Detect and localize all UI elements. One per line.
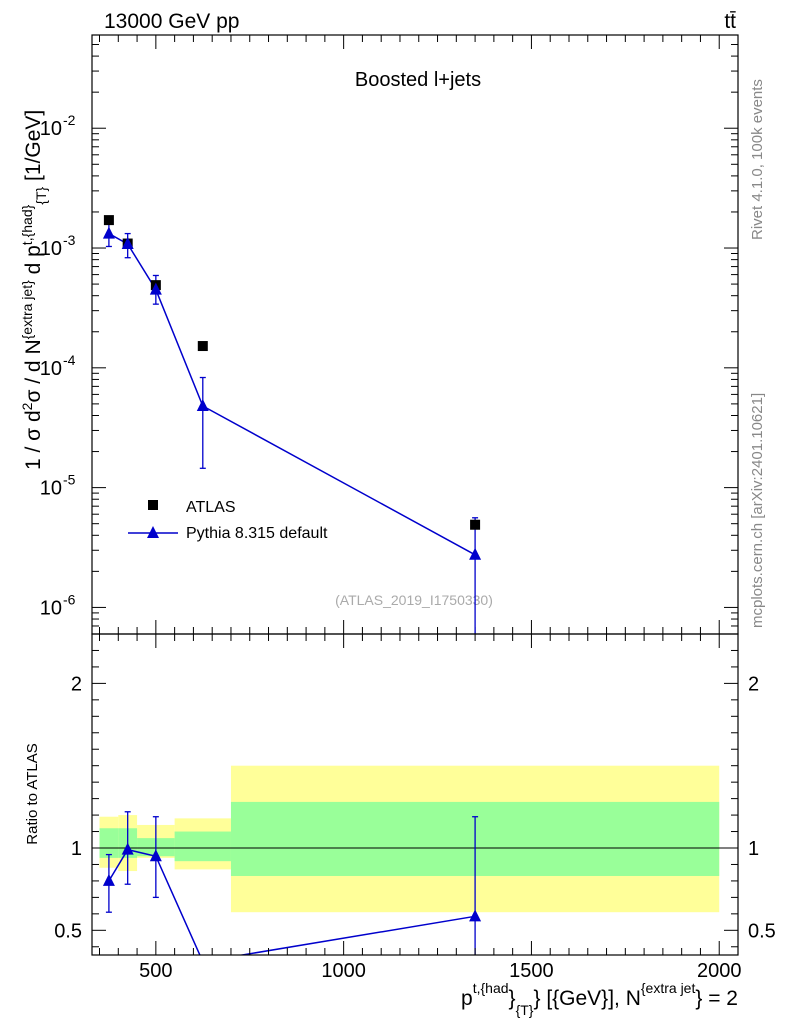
legend-atlas-marker xyxy=(148,500,158,510)
main-ytick-label: 10 xyxy=(40,478,62,500)
main-ytick-exponent: -2 xyxy=(63,112,76,128)
ratio-panel: 0.5 0.5 1 1 2 2 500 1000 1500 2000 xyxy=(54,633,776,982)
legend: ATLAS Pythia 8.315 default xyxy=(128,499,328,542)
xtick-label: 2000 xyxy=(697,960,742,982)
main-ytick-exponent: -5 xyxy=(63,472,76,488)
ratio-ytick-label-right: 2 xyxy=(748,673,759,695)
ratio-ytick-label-right: 1 xyxy=(748,838,759,860)
pythia-point xyxy=(196,399,209,412)
xtick-label: 1500 xyxy=(509,960,554,982)
atlas-point xyxy=(103,215,114,226)
atlas-point xyxy=(197,341,208,352)
ratio-point xyxy=(102,873,115,886)
legend-atlas-label: ATLAS xyxy=(186,499,236,516)
inner-band-3 xyxy=(174,831,231,862)
main-y-label: 1 / σ d2σ / d N{extra jet} d pt,{had}{T}… xyxy=(19,110,49,470)
ratio-point xyxy=(469,909,482,922)
ratio-point xyxy=(149,849,162,862)
process-label: tt̄ xyxy=(724,10,736,33)
pythia-point xyxy=(149,282,162,295)
plot-title: Boosted l+jets xyxy=(355,69,481,91)
inner-band-0 xyxy=(99,828,119,858)
analysis-id: (ATLAS_2019_I1750330) xyxy=(335,592,493,608)
ratio-ytick-label-right: 0.5 xyxy=(748,920,776,942)
ratio-ytick-label-left: 2 xyxy=(71,673,82,695)
main-ytick-exponent: -6 xyxy=(63,591,76,607)
energy-label: 13000 GeV pp xyxy=(104,10,239,33)
ratio-y-label: Ratio to ATLAS xyxy=(24,743,41,844)
pythia-point xyxy=(469,547,482,560)
main-ytick-label: 10 xyxy=(40,597,62,619)
uncertainty-bands xyxy=(99,765,720,913)
pythia-point xyxy=(102,226,115,239)
xtick-label: 500 xyxy=(139,960,172,982)
main-series xyxy=(102,215,482,634)
legend-pythia-label: Pythia 8.315 default xyxy=(186,525,328,542)
atlas-point xyxy=(470,519,481,530)
legend-pythia-marker xyxy=(147,526,159,538)
main-frame xyxy=(91,34,739,635)
rivet-label: Rivet 4.1.0, 100k events xyxy=(749,79,766,240)
x-axis-label: pt,{had}{T}} [{GeV}], N{extra jet} = 2 xyxy=(461,980,738,1018)
ratio-ytick-label-left: 0.5 xyxy=(54,920,82,942)
ratio-point xyxy=(121,842,134,855)
main-ytick-label: 10 xyxy=(40,118,62,140)
main-ytick-exponent: -4 xyxy=(63,352,76,368)
main-ytick-label: 10 xyxy=(40,358,62,380)
xtick-label: 1000 xyxy=(321,960,366,982)
main-ytick-exponent: -3 xyxy=(63,232,76,248)
pythia-point xyxy=(121,237,134,250)
main-ytick-label: 10 xyxy=(40,238,62,260)
ratio-point xyxy=(202,954,204,955)
mcplots-label: mcplots.cern.ch [arXiv:2401.10621] xyxy=(749,393,766,628)
pythia-line xyxy=(108,232,476,556)
ratio-frame xyxy=(91,633,739,956)
ratio-ytick-label-left: 1 xyxy=(71,838,82,860)
